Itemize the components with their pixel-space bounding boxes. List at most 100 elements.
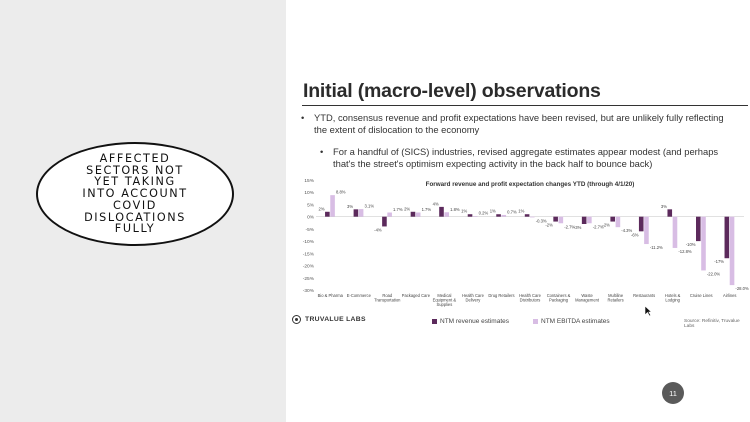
legend-label: NTM EBITDA estimates: [541, 318, 610, 325]
source-note: Source: Refinitiv, Truvalue Labs: [684, 319, 740, 329]
bar-revenue: [696, 216, 701, 242]
bar-ebitda: [330, 195, 335, 217]
category-label: Drug Retailers: [488, 293, 514, 298]
category-label: Waste: [581, 293, 593, 298]
y-tick-label: 5%: [307, 202, 315, 208]
bullet-item: • YTD, consensus revenue and profit expe…: [301, 112, 734, 136]
category-label: Hotels &: [665, 293, 681, 298]
category-label: Containers &: [547, 293, 571, 298]
bar-ebitda: [587, 216, 592, 224]
data-label: -11.2%: [650, 245, 663, 250]
category-label: Airlines: [723, 293, 736, 298]
data-label: 1%: [518, 209, 524, 214]
bar-revenue: [353, 209, 359, 217]
y-tick-label: -20%: [303, 264, 315, 270]
category-label: Cruise Lines: [690, 293, 713, 298]
y-tick-label: 0%: [307, 215, 315, 221]
data-label: -10%: [686, 242, 696, 247]
data-label: -6%: [631, 232, 639, 237]
bar-ebitda: [530, 216, 535, 218]
data-label: -3%: [574, 225, 582, 230]
bar-revenue: [382, 216, 387, 227]
mouse-pointer-icon: [644, 305, 652, 317]
bar-ebitda: [644, 216, 649, 245]
bar-revenue: [439, 206, 444, 217]
legend-item-revenue: NTM revenue estimates: [432, 318, 509, 325]
bar-ebitda: [387, 212, 392, 217]
data-label: -4%: [374, 227, 382, 232]
data-label: 1%: [490, 209, 496, 214]
data-label: -12.8%: [678, 249, 692, 254]
bar-revenue: [553, 216, 558, 222]
bar-revenue: [496, 214, 501, 217]
data-label: 1.8%: [450, 207, 460, 212]
logo-text: TRUVALUE LABS: [305, 316, 366, 323]
data-label: 8.8%: [336, 190, 346, 195]
bar-ebitda: [444, 212, 449, 217]
legend-swatch: [432, 319, 437, 324]
bar-revenue: [467, 214, 473, 217]
data-label: -2%: [545, 223, 553, 228]
bar-ebitda: [472, 216, 478, 217]
data-label: 1.7%: [393, 207, 403, 212]
truvalue-logo: TRUVALUE LABS: [292, 315, 366, 324]
category-label: Road: [382, 293, 393, 298]
bar-revenue: [724, 216, 730, 259]
bar-ebitda: [672, 216, 678, 248]
data-label: 3.1%: [365, 204, 375, 209]
category-label: Health Care: [519, 293, 542, 298]
legend-label: NTM revenue estimates: [440, 318, 509, 325]
category-label: Lodging: [665, 298, 680, 303]
bar-revenue: [581, 216, 587, 224]
category-label: Transportation: [374, 298, 401, 303]
callout-text: AFFECTED SECTORS NOT YET TAKING INTO ACC…: [82, 151, 188, 236]
category-label: Management: [575, 298, 600, 303]
data-label: 0.7%: [507, 209, 517, 214]
slide-title: Initial (macro-level) observations: [303, 80, 601, 102]
category-label: Distributors: [520, 298, 541, 303]
category-label: Equipment &: [433, 298, 457, 303]
category-label: Retailers: [608, 298, 624, 303]
category-label: Delivery: [466, 298, 482, 303]
data-label: 0.2%: [479, 211, 489, 216]
bar-revenue: [410, 211, 416, 217]
data-label: -17%: [714, 259, 724, 264]
category-label: Medical: [437, 293, 451, 298]
page-number-badge[interactable]: 11: [662, 382, 684, 404]
y-tick-label: 10%: [304, 190, 314, 196]
y-tick-label: -30%: [303, 288, 315, 294]
chart-title: Forward revenue and profit expectation c…: [426, 181, 635, 188]
data-label: -2.7%: [564, 224, 575, 229]
data-label: 3%: [347, 204, 353, 209]
category-label: Restaurants: [633, 293, 655, 298]
category-label: E-Commerce: [347, 293, 372, 298]
category-label: Multiline: [608, 293, 624, 298]
category-label: Packaged Care: [402, 293, 431, 298]
legend-item-ebitda: NTM EBITDA estimates: [533, 318, 610, 325]
data-label: -2.7%: [593, 224, 604, 229]
bullet-text: For a handful of (SICS) industries, revi…: [333, 146, 719, 169]
legend-swatch: [533, 319, 538, 324]
bullet-marker: •: [301, 112, 305, 123]
bar-ebitda: [501, 214, 507, 217]
bar-ebitda: [358, 209, 364, 217]
bar-revenue: [610, 216, 615, 222]
data-label: 1.7%: [422, 207, 432, 212]
bullet-text: YTD, consensus revenue and profit expect…: [314, 112, 724, 135]
category-label: Supplies: [437, 302, 453, 307]
data-label: -22.0%: [707, 271, 721, 276]
data-label: -0.3%: [536, 218, 547, 223]
bar-ebitda: [701, 216, 706, 271]
category-label: Bio & Pharma: [318, 293, 344, 298]
bar-ebitda: [415, 212, 421, 217]
bullet-marker: •: [320, 146, 324, 157]
data-label: 3%: [661, 204, 667, 209]
bar-revenue: [638, 216, 644, 232]
data-label: 4%: [433, 201, 439, 206]
data-label: -4.3%: [621, 228, 632, 233]
data-label: 2%: [319, 206, 325, 211]
data-label: 1%: [461, 209, 467, 214]
data-label: -2%: [602, 223, 610, 228]
bar-revenue: [524, 214, 530, 217]
page-number: 11: [669, 388, 677, 398]
